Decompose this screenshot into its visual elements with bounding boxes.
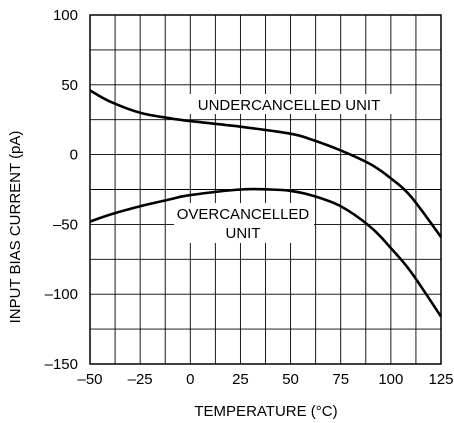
annotation-undercancelled: UNDERCANCELLED UNIT [198, 97, 381, 114]
y-tick-label: 100 [53, 7, 78, 24]
x-tick-label: –50 [77, 371, 102, 388]
y-tick-label: –100 [45, 286, 78, 303]
x-tick-label: 50 [282, 371, 299, 388]
x-tick-label: 25 [232, 371, 249, 388]
annotation-overcancelled: OVERCANCELLED [177, 206, 310, 223]
y-tick-labels: 100 50 0 –50 –100 –150 [45, 7, 78, 373]
undercancelled-curve [89, 89, 443, 238]
plot-frame [89, 14, 442, 365]
x-tick-labels: –50 –25 0 25 50 75 100 125 [77, 371, 453, 388]
y-tick-label: –50 [53, 216, 78, 233]
annotation-bg-over [174, 203, 314, 243]
curves [89, 89, 443, 318]
x-tick-label: 100 [378, 371, 403, 388]
y-tick-label: 50 [61, 77, 78, 94]
annotation-bg-under [178, 94, 400, 114]
x-tick-label: –25 [128, 371, 153, 388]
y-axis-title: INPUT BIAS CURRENT (pA) [7, 131, 24, 324]
x-tick-label: 125 [428, 371, 453, 388]
y-tick-label: 0 [70, 147, 78, 164]
x-tick-label: 75 [332, 371, 349, 388]
y-tick-label: –150 [45, 356, 78, 373]
annotation-unit: UNIT [226, 225, 261, 242]
x-tick-label: 0 [186, 371, 194, 388]
overcancelled-curve [89, 187, 443, 318]
x-axis-title: TEMPERATURE (°C) [194, 403, 337, 420]
